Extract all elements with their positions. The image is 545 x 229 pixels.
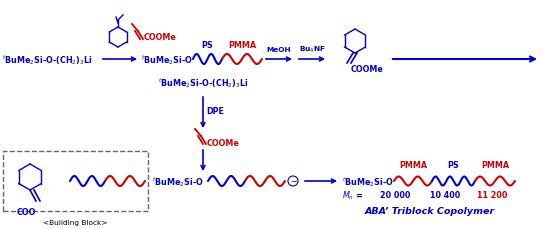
Text: −: − <box>290 177 296 186</box>
Text: $^t$BuMe$_2$Si-O: $^t$BuMe$_2$Si-O <box>141 53 193 67</box>
Text: PMMA: PMMA <box>481 161 509 170</box>
Text: DPE: DPE <box>206 107 224 116</box>
Text: 11 200: 11 200 <box>477 191 507 200</box>
Text: COO: COO <box>17 207 37 216</box>
Text: COOMe: COOMe <box>207 138 240 147</box>
Text: MeOH: MeOH <box>267 47 292 53</box>
Text: 10 400: 10 400 <box>430 191 460 200</box>
Text: $^t$BuMe$_2$Si-O: $^t$BuMe$_2$Si-O <box>152 174 204 188</box>
Text: $^t$BuMe$_2$Si-O-(CH$_2$)$_3$Li: $^t$BuMe$_2$Si-O-(CH$_2$)$_3$Li <box>2 53 93 67</box>
Text: $^t$BuMe$_2$Si-O: $^t$BuMe$_2$Si-O <box>342 174 394 188</box>
Text: $M_n$ =: $M_n$ = <box>342 189 364 201</box>
Text: $^t$BuMe$_2$Si-O-(CH$_2$)$_3$Li: $^t$BuMe$_2$Si-O-(CH$_2$)$_3$Li <box>158 76 249 90</box>
Text: COOMe: COOMe <box>144 33 177 42</box>
Text: COOMe: COOMe <box>351 65 384 74</box>
Text: PMMA: PMMA <box>228 41 256 50</box>
Bar <box>3 151 148 211</box>
Text: PMMA: PMMA <box>399 161 427 170</box>
Text: Bu$_4$NF: Bu$_4$NF <box>299 45 325 55</box>
Text: ABA’ Triblock Copolymer: ABA’ Triblock Copolymer <box>365 207 495 215</box>
Text: 20 000: 20 000 <box>380 191 410 200</box>
Text: <Building Block>: <Building Block> <box>43 219 108 225</box>
Text: PS: PS <box>202 41 214 50</box>
Text: PS: PS <box>447 161 459 170</box>
